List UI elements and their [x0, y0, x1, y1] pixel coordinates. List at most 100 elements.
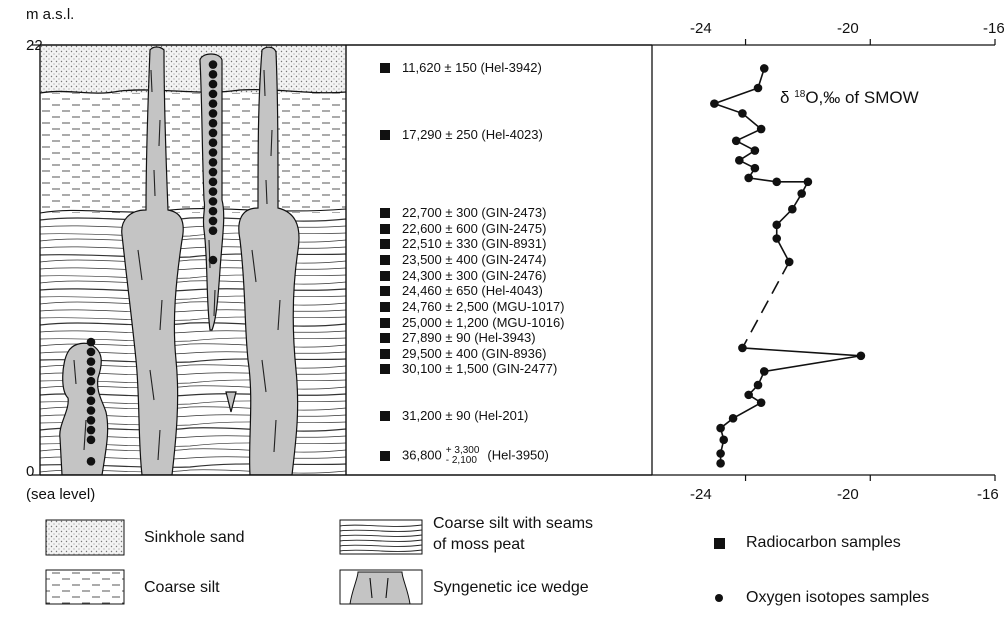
isotope-data-point: [772, 177, 782, 187]
radiocarbon-date-text: 29,500 ± 400 (GIN-8936): [402, 345, 547, 361]
oxygen-sample-dot: [208, 138, 218, 148]
isotope-line-segment: [719, 347, 862, 464]
oxygen-sample-dot: [86, 435, 96, 445]
silt-seam-line: [40, 253, 346, 259]
isotope-data-point: [728, 414, 738, 423]
oxygen-sample-dot: [86, 337, 96, 347]
isotope-data-point: [797, 189, 806, 198]
oxygen-sample-dot: [86, 415, 96, 425]
legend-oxygen-label: Oxygen isotopes samples: [746, 589, 930, 606]
isotope-data-point: [750, 146, 760, 155]
radiocarbon-marker: [380, 239, 390, 250]
radiocarbon-marker: [380, 348, 390, 359]
radiocarbon-date-entry: 29,500 ± 400 (GIN-8936): [380, 345, 546, 363]
ice-wedge-small: [225, 391, 237, 413]
coarse-silt-unit: [40, 93, 346, 213]
oxygen-sample-dot: [208, 206, 218, 216]
oxygen-sample-dot: [208, 255, 218, 265]
silt-seam-line: [40, 217, 346, 222]
silt-seam-line: [40, 274, 346, 279]
isotope-data-point: [716, 449, 725, 458]
radiocarbon-lab-code: (Hel-3950): [487, 447, 549, 463]
error-minus: - 2,100: [445, 455, 477, 467]
radiocarbon-date-entry: 24,760 ± 2,500 (MGU-1017): [380, 298, 565, 316]
isotope-data-point: [716, 423, 725, 433]
oxygen-sample-dot: [208, 177, 218, 187]
oxygen-sample-dot: [208, 79, 218, 89]
radiocarbon-date-text: 27,890 ± 90 (Hel-3943): [402, 330, 536, 346]
ice-wedge-center-left: [121, 46, 184, 475]
radiocarbon-date-text: 24,300 ± 300 (GIN-2476): [402, 267, 547, 283]
x-tick-bottom--20: -20: [837, 486, 859, 503]
isotope-data-point: [856, 351, 866, 361]
radiocarbon-marker: [380, 364, 390, 375]
oxygen-sample-dot: [86, 425, 96, 435]
oxygen-sample-dot: [86, 347, 96, 357]
silt-seam-line: [40, 280, 346, 285]
silt-seam-line: [40, 225, 346, 229]
chart-title: δ 18O,‰ of SMOW: [780, 88, 919, 107]
oxygen-sample-dot: [208, 187, 218, 196]
isotope-data-point: [731, 136, 741, 146]
stratigraphic-profile: [40, 45, 346, 475]
legend-radiocarbon-marker: [714, 538, 725, 549]
x-tick-bottom--16: -16: [977, 486, 999, 503]
radiocarbon-date-entry: 24,300 ± 300 (GIN-2476): [380, 267, 546, 285]
ice-wedge-right: [238, 46, 300, 475]
radiocarbon-date-entry: 22,510 ± 330 (GIN-8931): [380, 235, 546, 253]
radiocarbon-date-entry: 23,500 ± 400 (GIN-2474): [380, 251, 546, 269]
radiocarbon-date-text: 22,510 ± 330 (GIN-8931): [402, 236, 547, 252]
isotope-data-point: [753, 380, 763, 390]
radiocarbon-marker: [380, 208, 390, 219]
silt-seam-line: [40, 309, 346, 313]
radiocarbon-date-text: 17,290 ± 250 (Hel-4023): [402, 126, 543, 142]
isotope-data-point: [759, 367, 769, 376]
oxygen-sample-dot: [208, 60, 218, 69]
isotope-data-point: [753, 83, 763, 93]
legend-coarse-silt-swatch: [45, 569, 125, 605]
legend-ice-wedge-label: Syngenetic ice wedge: [433, 579, 589, 596]
oxygen-sample-dot: [208, 167, 218, 177]
oxygen-sample-dot: [208, 70, 218, 79]
isotope-data-point: [710, 99, 719, 108]
radiocarbon-date-text: 23,500 ± 400 (GIN-2474): [402, 252, 547, 267]
isotope-chart: [651, 39, 996, 481]
radiocarbon-marker: [380, 129, 390, 140]
chart-series: [710, 64, 866, 468]
error-plus: + 3,300: [445, 445, 480, 457]
y-axis-bottom-tick: 0: [26, 463, 35, 480]
sand-silt-boundary: [40, 89, 346, 94]
silt-seam-line: [40, 238, 346, 243]
oxygen-sample-dot: [208, 109, 218, 118]
y-axis-unit-label: m a.s.l.: [26, 6, 75, 23]
radiocarbon-date-entry: 27,890 ± 90 (Hel-3943): [380, 329, 536, 347]
isotope-data-point: [803, 177, 813, 187]
radiocarbon-date-text: 24,760 ± 2,500 (MGU-1017): [402, 298, 565, 314]
oxygen-sample-dot: [208, 148, 218, 157]
radiocarbon-marker: [380, 255, 390, 265]
x-tick-bottom--24: -24: [690, 486, 712, 503]
silt-seam-line: [40, 301, 346, 306]
isotope-data-point: [738, 343, 747, 353]
oxygen-sample-dot: [208, 99, 218, 108]
radiocarbon-marker: [380, 450, 390, 461]
radiocarbon-marker: [380, 63, 390, 74]
chart-ticks: [744, 39, 996, 481]
x-tick-top--24: -24: [690, 20, 712, 37]
oxygen-sample-dot: [208, 157, 218, 167]
radiocarbon-date-text: 30,100 ± 1,500 (GIN-2477): [402, 361, 558, 377]
sinkhole-sand-unit: [40, 45, 346, 93]
isotope-data-point: [744, 390, 753, 400]
legend-silt-peat-label-line2: of moss peat: [433, 536, 525, 553]
oxygen-sample-dot: [208, 226, 218, 235]
x-tick-top--16: -16: [983, 20, 1005, 37]
coarse-silt-with-peat-unit: [40, 217, 346, 474]
oxygen-sample-dot: [208, 197, 218, 206]
oxygen-sample-dot: [208, 89, 218, 99]
radiocarbon-date-text: 22,700 ± 300 (GIN-2473): [402, 205, 547, 221]
radiocarbon-date-entry: 22,600 ± 600 (GIN-2475): [380, 220, 546, 238]
legend-sinkhole-sand-label: Sinkhole sand: [144, 529, 245, 546]
radiocarbon-date-entry: 31,200 ± 90 (Hel-201): [380, 407, 528, 425]
